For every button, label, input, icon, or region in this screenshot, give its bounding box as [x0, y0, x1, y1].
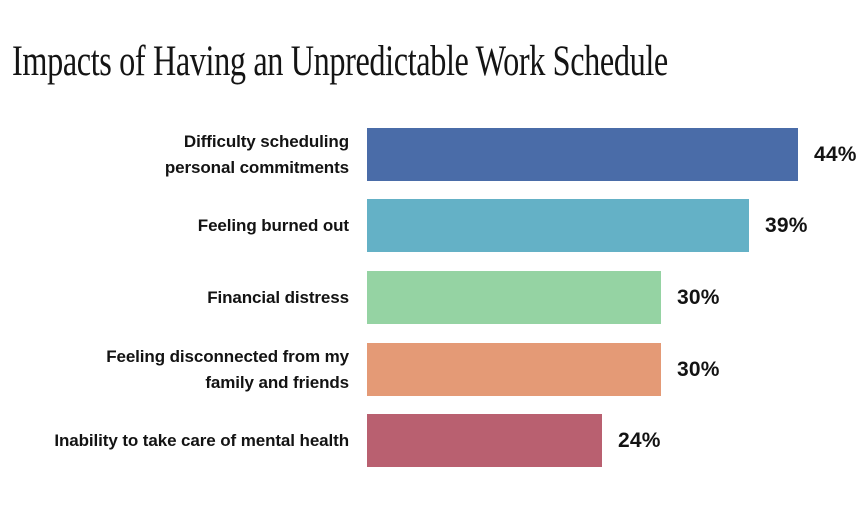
bar-track: 44% — [349, 128, 865, 181]
category-label: Feeling burned out — [197, 215, 349, 235]
bar-track: 30% — [349, 343, 865, 396]
category-label: Inability to take care of mental health — [54, 430, 349, 450]
value-label: 39% — [765, 213, 808, 237]
value-label: 30% — [677, 285, 720, 309]
bar — [367, 343, 661, 396]
category-label: Difficulty scheduling personal commitmen… — [164, 132, 349, 177]
bar-track: 39% — [349, 199, 865, 252]
value-label: 30% — [677, 357, 720, 381]
bar-row: Inability to take care of mental health … — [0, 414, 865, 467]
bar-track: 24% — [349, 414, 865, 467]
bar-row: Feeling disconnected from my family and … — [0, 343, 865, 396]
value-label: 24% — [618, 428, 661, 452]
value-label: 44% — [814, 142, 857, 166]
chart-title: Impacts of Having an Unpredictable Work … — [12, 38, 668, 85]
bar-row: Financial distress 30% — [0, 271, 865, 324]
category-label: Feeling disconnected from my family and … — [106, 347, 349, 392]
bar-track: 30% — [349, 271, 865, 324]
bar-row: Feeling burned out 39% — [0, 199, 865, 252]
category-label: Financial distress — [207, 287, 349, 307]
bar — [367, 414, 602, 467]
bar — [367, 199, 749, 252]
bar-row: Difficulty scheduling personal commitmen… — [0, 128, 865, 181]
bar — [367, 128, 798, 181]
bar — [367, 271, 661, 324]
